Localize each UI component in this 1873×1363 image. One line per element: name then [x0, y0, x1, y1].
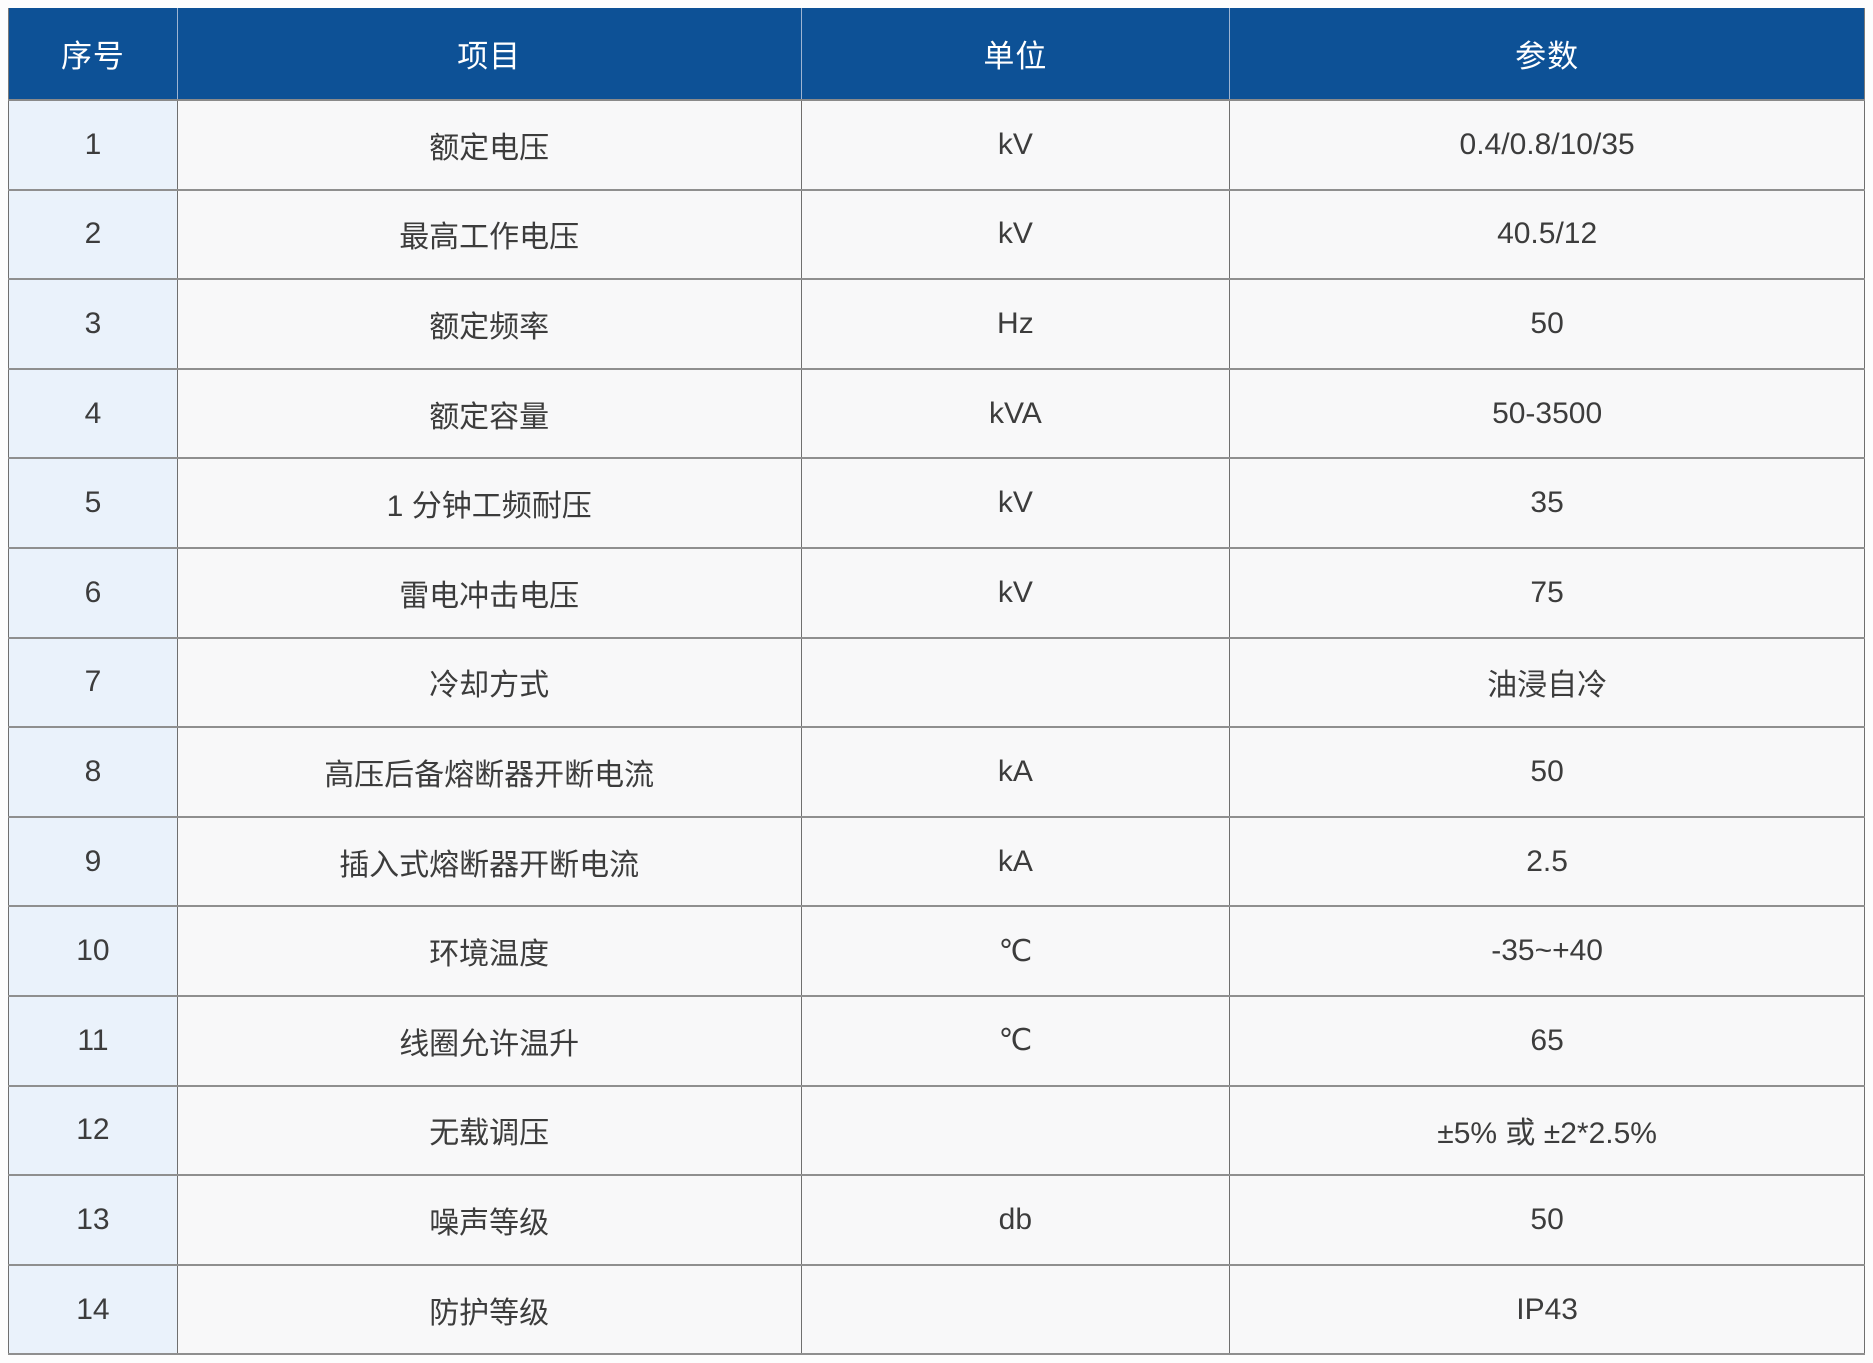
seq-cell: 2 — [8, 188, 178, 281]
item-cell: 1 分钟工频耐压 — [176, 457, 802, 549]
seq-cell: 7 — [8, 636, 178, 729]
table-row: 10 环境温度 ℃ -35~+40 — [8, 905, 1865, 997]
seq-cell: 14 — [8, 1263, 178, 1356]
item-cell: 防护等级 — [176, 1263, 802, 1356]
table-row: 2 最高工作电压 kV 40.5/12 — [8, 188, 1865, 281]
header-unit: 单位 — [801, 8, 1231, 101]
table-row: 4 额定容量 kVA 50-3500 — [8, 367, 1865, 460]
header-param: 参数 — [1229, 8, 1865, 101]
header-item: 项目 — [177, 8, 802, 101]
table-row: 12 无载调压 ±5% 或 ±2*2.5% — [8, 1084, 1865, 1177]
unit-cell: kVA — [800, 367, 1231, 460]
header-seq: 序号 — [8, 8, 178, 101]
param-cell: 35 — [1229, 457, 1865, 549]
seq-cell: 12 — [8, 1084, 178, 1177]
param-cell: 2.5 — [1229, 815, 1865, 908]
unit-cell: db — [800, 1174, 1231, 1266]
seq-cell: 9 — [8, 815, 178, 908]
item-cell: 额定电压 — [176, 99, 802, 191]
item-cell: 线圈允许温升 — [176, 994, 802, 1087]
item-cell: 最高工作电压 — [176, 188, 802, 281]
table-row: 3 额定频率 Hz 50 — [8, 278, 1865, 370]
unit-cell: kA — [800, 726, 1231, 818]
item-cell: 雷电冲击电压 — [176, 546, 802, 639]
item-cell: 无载调压 — [176, 1084, 802, 1177]
seq-cell: 4 — [8, 367, 178, 460]
unit-cell: ℃ — [800, 994, 1231, 1087]
param-cell: IP43 — [1229, 1263, 1865, 1356]
table-row: 7 冷却方式 油浸自冷 — [8, 636, 1865, 729]
seq-cell: 6 — [8, 546, 178, 639]
param-cell: 50 — [1229, 278, 1865, 370]
param-cell: 0.4/0.8/10/35 — [1229, 99, 1865, 191]
unit-cell — [800, 1263, 1231, 1356]
unit-cell: kV — [800, 188, 1231, 281]
item-cell: 额定频率 — [176, 278, 802, 370]
item-cell: 冷却方式 — [176, 636, 802, 729]
unit-cell: kV — [800, 546, 1231, 639]
table-row: 1 额定电压 kV 0.4/0.8/10/35 — [8, 99, 1865, 191]
item-cell: 额定容量 — [176, 367, 802, 460]
param-cell: 65 — [1229, 994, 1865, 1087]
param-cell: 油浸自冷 — [1229, 636, 1865, 729]
seq-cell: 5 — [8, 457, 178, 549]
param-cell: 50-3500 — [1229, 367, 1865, 460]
unit-cell — [800, 636, 1231, 729]
seq-cell: 1 — [8, 99, 178, 191]
param-cell: 50 — [1229, 1174, 1865, 1266]
header-row: 序号 项目 单位 参数 — [8, 8, 1865, 101]
param-cell: -35~+40 — [1229, 905, 1865, 997]
unit-cell — [800, 1084, 1231, 1177]
param-cell: ±5% 或 ±2*2.5% — [1229, 1084, 1865, 1177]
seq-cell: 3 — [8, 278, 178, 370]
unit-cell: kV — [800, 457, 1231, 549]
param-cell: 75 — [1229, 546, 1865, 639]
table-row: 8 高压后备熔断器开断电流 kA 50 — [8, 726, 1865, 818]
unit-cell: Hz — [800, 278, 1231, 370]
seq-cell: 13 — [8, 1174, 178, 1266]
unit-cell: ℃ — [800, 905, 1231, 997]
item-cell: 插入式熔断器开断电流 — [176, 815, 802, 908]
seq-cell: 10 — [8, 905, 178, 997]
unit-cell: kV — [800, 99, 1231, 191]
param-cell: 40.5/12 — [1229, 188, 1865, 281]
item-cell: 高压后备熔断器开断电流 — [176, 726, 802, 818]
table-row: 14 防护等级 IP43 — [8, 1263, 1865, 1356]
item-cell: 噪声等级 — [176, 1174, 802, 1266]
table-row: 6 雷电冲击电压 kV 75 — [8, 546, 1865, 639]
table-row: 5 1 分钟工频耐压 kV 35 — [8, 457, 1865, 549]
table-row: 13 噪声等级 db 50 — [8, 1174, 1865, 1266]
unit-cell: kA — [800, 815, 1231, 908]
seq-cell: 11 — [8, 994, 178, 1087]
param-cell: 50 — [1229, 726, 1865, 818]
table-row: 9 插入式熔断器开断电流 kA 2.5 — [8, 815, 1865, 908]
spec-table: 序号 项目 单位 参数 1 额定电压 kV 0.4/0.8/10/35 2 最高… — [8, 8, 1865, 1356]
table-row: 11 线圈允许温升 ℃ 65 — [8, 994, 1865, 1087]
seq-cell: 8 — [8, 726, 178, 818]
item-cell: 环境温度 — [176, 905, 802, 997]
